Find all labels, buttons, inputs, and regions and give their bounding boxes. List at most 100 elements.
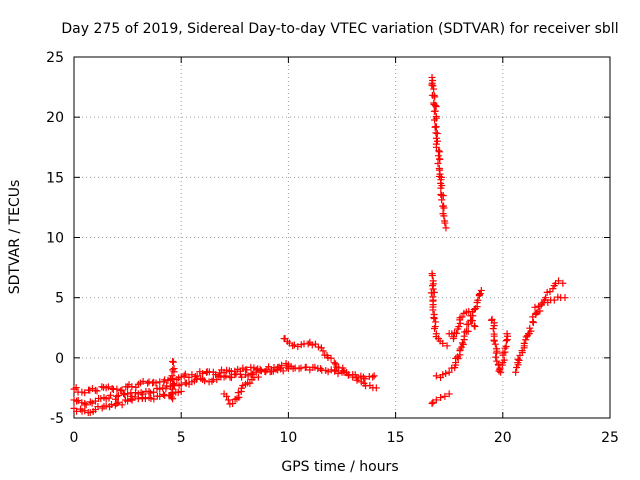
data-point-wave-19.5-20.2h <box>503 330 511 338</box>
data-point-main-lower-a <box>369 373 377 381</box>
y-tick-label: 20 <box>46 110 64 126</box>
data-point-main-lower-b <box>94 403 102 411</box>
data-point-wave-19.5-20.2h <box>497 368 505 376</box>
data-point-main-upper <box>199 369 207 377</box>
data-point-arc-10-14h <box>289 342 297 350</box>
data-point-low-16.8h <box>445 390 453 398</box>
data-point-main-lower-b <box>138 394 146 402</box>
data-point-dip-7h <box>224 396 232 404</box>
data-point-rise-21-23h <box>520 339 528 347</box>
data-point-wave-20.5-21h <box>515 356 523 364</box>
data-point-steep-16.7h <box>430 107 438 115</box>
data-point-main-lower-a <box>238 373 246 381</box>
data-point-main-lower-a <box>145 388 153 396</box>
y-tick-label: 5 <box>55 291 64 307</box>
data-point-main-lower-a <box>291 364 299 372</box>
data-point-loop-17.5-18.7h <box>452 329 460 337</box>
data-point-main-lower-a <box>113 392 121 400</box>
data-point-drop-16.7h <box>430 288 438 296</box>
data-point-spike-4.5h <box>169 358 177 366</box>
data-point-spike-4.5h <box>169 375 177 383</box>
x-tick-label: 25 <box>601 430 619 446</box>
data-point-main-lower-a <box>82 401 90 409</box>
data-point-rise-17-19h <box>459 340 467 348</box>
data-point-main-upper <box>243 366 251 374</box>
data-point-drop-16.7h <box>428 282 436 290</box>
data-point-main-upper <box>257 367 265 375</box>
data-point-arc-10-14h <box>330 359 338 367</box>
data-point-main-upper <box>93 387 101 395</box>
data-point-rise-21-23h <box>555 277 563 285</box>
data-point-main-lower-b <box>81 407 89 415</box>
data-point-arc-10-14h <box>344 371 352 379</box>
data-point-arc-10-14h <box>349 373 357 381</box>
data-point-main-upper <box>81 389 89 397</box>
data-point-loop-17.5-18.7h <box>468 317 476 325</box>
data-point-loop-17.5-18.7h <box>465 307 473 315</box>
data-point-main-lower-b <box>108 400 116 408</box>
y-tick-label: 25 <box>46 50 64 66</box>
x-axis-label: GPS time / hours <box>281 459 398 475</box>
data-point-main-lower-a <box>124 390 132 398</box>
data-point-spike-4.5h <box>168 393 176 401</box>
data-point-main-lower-b <box>127 395 135 403</box>
data-point-main-lower-a <box>81 400 89 408</box>
data-point-rise-17-19h <box>464 327 472 335</box>
data-point-rise-21-23h <box>559 279 567 287</box>
data-point-steep-16.7h <box>439 202 447 210</box>
data-point-steep-16.7h <box>431 116 439 124</box>
data-point-wave-19.5-20.2h <box>490 336 498 344</box>
data-point-main-upper <box>263 366 271 374</box>
grid <box>74 57 610 418</box>
data-point-steep-16.7h <box>431 93 439 101</box>
data-point-main-lower-a <box>317 365 325 373</box>
data-point-main-lower-b <box>113 400 121 408</box>
data-point-main-lower-a <box>334 370 342 378</box>
data-point-steep-16.7h <box>436 148 444 156</box>
data-point-main-lower-a <box>159 384 167 392</box>
data-point-main-lower-b <box>174 388 182 396</box>
data-point-steep-16.7h <box>430 85 438 93</box>
data-point-main-lower-a <box>114 391 122 399</box>
data-point-steep-16.7h <box>431 123 439 131</box>
data-point-main-upper <box>252 366 260 374</box>
data-point-rise-21-23h <box>546 288 554 296</box>
data-point-main-upper <box>278 361 286 369</box>
data-point-main-upper <box>212 371 220 379</box>
data-point-main-lower-b <box>114 398 122 406</box>
data-point-main-upper <box>284 361 292 369</box>
data-point-main-lower-b <box>118 401 126 409</box>
data-point-steep-16.7h <box>434 152 442 160</box>
data-point-low-16.8h <box>428 400 436 408</box>
data-point-drop-16.7h <box>439 339 447 347</box>
data-point-arc-10-14h <box>290 341 298 349</box>
data-point-arc-10-14h <box>304 340 312 348</box>
data-point-main-lower-a <box>156 385 164 393</box>
data-point-main-lower-a <box>247 369 255 377</box>
data-point-dip-7h <box>223 392 231 400</box>
data-point-steep-16.7h <box>437 184 445 192</box>
data-point-rise-21-23h <box>549 285 557 293</box>
data-point-rise-21-23h <box>532 309 540 317</box>
data-point-main-upper <box>98 383 106 391</box>
data-point-main-upper <box>118 386 126 394</box>
data-point-low-16.8h <box>441 392 449 400</box>
y-tick-label: -5 <box>50 411 64 427</box>
data-point-drop-16.7h <box>430 315 438 323</box>
data-point-main-lower-a <box>213 376 221 384</box>
data-point-drop-16.7h <box>429 285 437 293</box>
data-point-spike-4.5h <box>169 357 177 365</box>
data-point-steep-16.7h <box>439 192 447 200</box>
data-point-wave-19.5-20.2h <box>502 337 510 345</box>
data-point-steep-16.7h <box>432 113 440 121</box>
data-point-rise-21-23h <box>526 324 534 332</box>
data-point-spike-4.5h <box>170 381 178 389</box>
x-tick-label: 0 <box>70 430 79 446</box>
data-point-main-lower-b <box>98 404 106 412</box>
data-point-arc-10-14h <box>353 376 361 384</box>
data-point-main-upper <box>181 370 189 378</box>
data-point-steep-16.7h <box>440 204 448 212</box>
data-point-wave-19.5-20.2h <box>501 344 509 352</box>
data-point-arc-10-14h <box>327 354 335 362</box>
